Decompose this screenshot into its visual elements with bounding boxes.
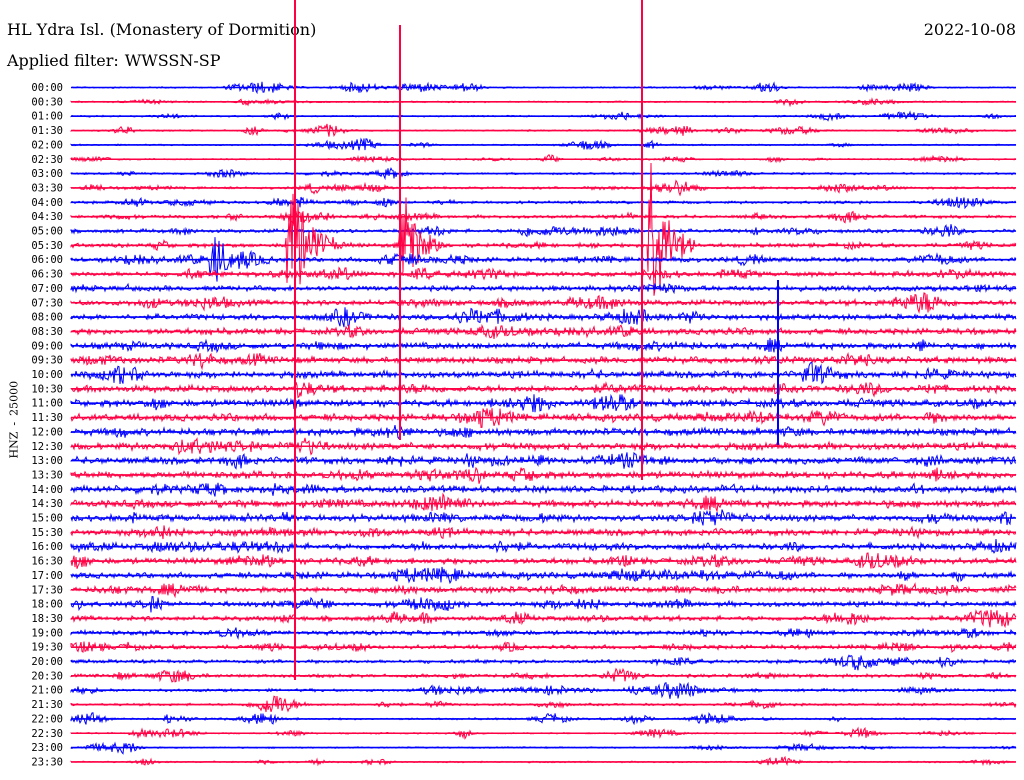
row-time-label: 05:00 bbox=[31, 226, 63, 238]
row-time-label: 22:00 bbox=[31, 713, 63, 725]
trace-line bbox=[70, 755, 1016, 767]
row-time-label: 18:30 bbox=[31, 613, 63, 625]
row-time-label: 22:30 bbox=[31, 728, 63, 740]
row-time-label: 16:00 bbox=[31, 541, 63, 553]
row-time-label: 23:00 bbox=[31, 742, 63, 754]
row-time-label: 04:00 bbox=[31, 197, 63, 209]
row-time-label: 10:30 bbox=[31, 383, 63, 395]
row-time-label: 06:00 bbox=[31, 254, 63, 266]
row-time-label: 04:30 bbox=[31, 211, 63, 223]
row-time-label: 09:00 bbox=[31, 340, 63, 352]
trace-line bbox=[70, 451, 1017, 470]
trace-line bbox=[70, 492, 1017, 513]
row-time-label: 05:30 bbox=[31, 240, 63, 252]
row-time-label: 00:00 bbox=[31, 82, 63, 94]
row-time-label: 20:30 bbox=[31, 670, 63, 682]
trace-line bbox=[70, 654, 1016, 671]
row-time-label: 01:30 bbox=[31, 125, 63, 137]
row-time-label: 12:00 bbox=[31, 426, 63, 438]
row-time-label: 21:30 bbox=[31, 699, 63, 711]
filter-name: WWSSN-SP bbox=[124, 51, 221, 70]
row-time-label: 03:00 bbox=[31, 168, 63, 180]
trace-line bbox=[70, 381, 1017, 399]
row-time-label: 00:30 bbox=[31, 96, 63, 108]
row-time-label: 23:30 bbox=[31, 756, 63, 768]
trace-line bbox=[70, 741, 1017, 755]
row-time-label: 08:30 bbox=[31, 326, 63, 338]
filter-label: Applied filter: bbox=[7, 51, 119, 70]
row-time-label: 02:00 bbox=[31, 139, 63, 151]
row-time-label: 07:00 bbox=[31, 283, 63, 295]
row-time-label: 18:00 bbox=[31, 599, 63, 611]
row-time-label: 12:30 bbox=[31, 441, 63, 453]
tick-label-group: 00:00 00:30 01:00 01:30 02:00 02:30 03:00 03:30… bbox=[31, 82, 63, 768]
row-time-label: 16:30 bbox=[31, 556, 63, 568]
row-time-label: 20:00 bbox=[31, 656, 63, 668]
trace-group bbox=[70, 0, 1017, 767]
row-time-label: 01:00 bbox=[31, 111, 63, 123]
row-time-label: 09:30 bbox=[31, 355, 63, 367]
row-time-label: 17:30 bbox=[31, 584, 63, 596]
row-time-label: 15:30 bbox=[31, 527, 63, 539]
row-time-label: 15:00 bbox=[31, 513, 63, 525]
row-time-label: 14:30 bbox=[31, 498, 63, 510]
row-time-label: 08:00 bbox=[31, 312, 63, 324]
row-time-label: 11:00 bbox=[31, 398, 63, 410]
row-time-label: 19:30 bbox=[31, 642, 63, 654]
trace-line bbox=[70, 641, 1017, 654]
row-time-label: 19:00 bbox=[31, 627, 63, 639]
trace-line bbox=[70, 162, 1017, 296]
row-time-label: 02:30 bbox=[31, 154, 63, 166]
row-time-label: 14:00 bbox=[31, 484, 63, 496]
row-time-label: 10:00 bbox=[31, 369, 63, 381]
row-time-label: 17:00 bbox=[31, 570, 63, 582]
filter-line: Applied filter: WWSSN-SP bbox=[7, 51, 226, 70]
trace-line bbox=[70, 362, 1017, 385]
row-time-label: 13:00 bbox=[31, 455, 63, 467]
trace-line bbox=[70, 210, 1017, 225]
row-time-label: 03:30 bbox=[31, 182, 63, 194]
row-time-label: 06:30 bbox=[31, 269, 63, 281]
trace-line bbox=[70, 154, 1017, 164]
plot-date: 2022-10-08 bbox=[923, 20, 1016, 39]
row-time-label: 21:00 bbox=[31, 685, 63, 697]
row-time-label: 13:30 bbox=[31, 469, 63, 481]
row-time-label: 07:30 bbox=[31, 297, 63, 309]
trace-line bbox=[70, 282, 1017, 295]
row-time-label: 11:30 bbox=[31, 412, 63, 424]
station-title: HL Ydra Isl. (Monastery of Dormition) bbox=[7, 20, 317, 39]
